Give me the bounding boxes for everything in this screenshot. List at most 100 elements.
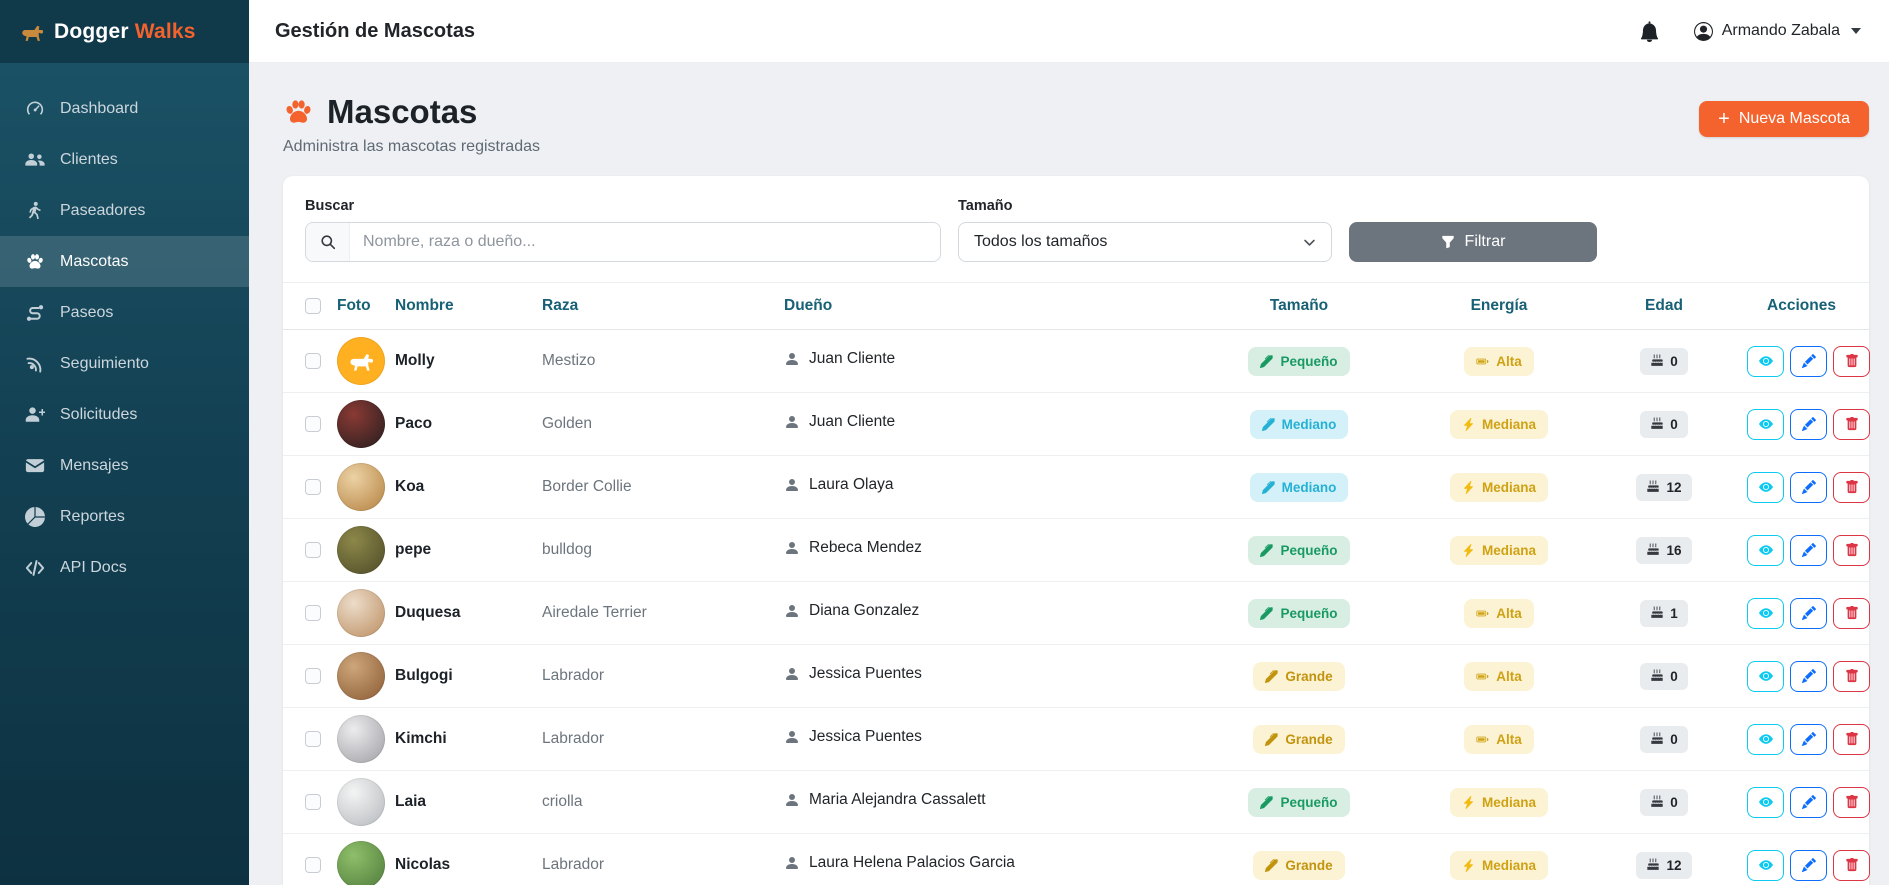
row-checkbox[interactable]	[305, 478, 321, 495]
pet-breed: Labrador	[542, 856, 605, 873]
row-actions	[1734, 455, 1870, 519]
row-actions	[1734, 770, 1870, 834]
cake-icon	[1650, 417, 1664, 431]
pencil-icon	[1801, 480, 1816, 494]
row-checkbox[interactable]	[305, 604, 321, 621]
row-checkbox[interactable]	[305, 667, 321, 684]
sidebar-item-solicitudes[interactable]: Solicitudes	[0, 389, 249, 440]
search-group	[305, 222, 941, 262]
sidebar-item-api-docs[interactable]: API Docs	[0, 542, 249, 593]
delete-button[interactable]	[1833, 471, 1870, 503]
view-button[interactable]	[1747, 723, 1784, 755]
cake-icon	[1646, 543, 1660, 557]
trash-icon	[1845, 480, 1859, 494]
battery-icon	[1476, 355, 1489, 368]
edit-button[interactable]	[1790, 471, 1827, 503]
pet-owner: Diana Gonzalez	[784, 602, 919, 620]
delete-button[interactable]	[1833, 534, 1870, 566]
new-pet-button[interactable]: + Nueva Mascota	[1699, 101, 1869, 137]
filter-button[interactable]: Filtrar	[1349, 222, 1597, 262]
sidebar-item-label: API Docs	[60, 558, 127, 576]
sidebar-item-paseadores[interactable]: Paseadores	[0, 185, 249, 236]
size-select[interactable]: Todos los tamaños	[958, 222, 1332, 262]
pet-avatar	[337, 463, 385, 511]
cake-icon	[1650, 795, 1664, 809]
row-actions	[1734, 644, 1870, 708]
search-input[interactable]	[350, 223, 940, 261]
edit-button[interactable]	[1790, 660, 1827, 692]
sidebar-item-dashboard[interactable]: Dashboard	[0, 83, 249, 134]
table-row: Duquesa Airedale Terrier Diana Gonzalez Peq…	[283, 581, 1870, 645]
sidebar-item-clientes[interactable]: Clientes	[0, 134, 249, 185]
trash-icon	[1845, 732, 1859, 746]
battery-icon	[1476, 607, 1489, 620]
column-header: Dueño	[774, 282, 1194, 330]
delete-button[interactable]	[1833, 849, 1870, 881]
main-area: Gestión de Mascotas Armando Zabala Masco…	[249, 0, 1889, 885]
funnel-icon	[1441, 235, 1455, 249]
dog-logo-icon	[20, 20, 44, 44]
sidebar-item-reportes[interactable]: Reportes	[0, 491, 249, 542]
pet-owner: Rebeca Mendez	[784, 539, 922, 557]
edit-button[interactable]	[1790, 723, 1827, 755]
size-badge: Mediano	[1249, 409, 1349, 439]
table-row: Koa Border Collie Laura Olaya Mediano Median…	[283, 455, 1870, 519]
edit-button[interactable]	[1790, 597, 1827, 629]
person-walking-icon	[24, 200, 45, 221]
pet-owner: Maria Alejandra Cassalett	[784, 791, 986, 809]
size-badge: Grande	[1253, 661, 1345, 691]
edit-button[interactable]	[1790, 849, 1827, 881]
delete-button[interactable]	[1833, 723, 1870, 755]
view-button[interactable]	[1747, 408, 1784, 440]
row-checkbox[interactable]	[305, 541, 321, 558]
pets-table: Foto Nombre Raza Dueño Tamaño Energía Edad Acci…	[283, 282, 1870, 885]
select-all-checkbox[interactable]	[305, 297, 321, 314]
row-checkbox[interactable]	[305, 856, 321, 873]
energy-badge: Mediana	[1449, 850, 1548, 880]
sidebar-item-label: Paseos	[60, 303, 114, 321]
view-button[interactable]	[1747, 849, 1784, 881]
sidebar-item-label: Paseadores	[60, 201, 146, 219]
view-button[interactable]	[1747, 597, 1784, 629]
row-checkbox[interactable]	[305, 793, 321, 810]
sidebar-item-label: Mensajes	[60, 456, 129, 474]
sidebar-item-seguimiento[interactable]: Seguimiento	[0, 338, 249, 389]
pet-avatar	[337, 337, 385, 385]
delete-button[interactable]	[1833, 597, 1870, 629]
row-checkbox[interactable]	[305, 730, 321, 747]
edit-button[interactable]	[1790, 534, 1827, 566]
view-button[interactable]	[1747, 345, 1784, 377]
eye-icon	[1758, 606, 1773, 620]
row-actions	[1734, 707, 1870, 771]
bell-icon[interactable]	[1639, 20, 1660, 42]
column-header: Raza	[532, 282, 774, 330]
cake-icon	[1646, 480, 1660, 494]
view-button[interactable]	[1747, 534, 1784, 566]
view-button[interactable]	[1747, 786, 1784, 818]
page-subtitle: Administra las mascotas registradas	[283, 138, 540, 155]
delete-button[interactable]	[1833, 408, 1870, 440]
view-button[interactable]	[1747, 471, 1784, 503]
trash-icon	[1845, 417, 1859, 431]
sidebar-item-paseos[interactable]: Paseos	[0, 287, 249, 338]
user-menu[interactable]: Armando Zabala	[1693, 21, 1861, 41]
energy-badge: Alta	[1464, 661, 1534, 691]
delete-button[interactable]	[1833, 345, 1870, 377]
edit-button[interactable]	[1790, 786, 1827, 818]
brand[interactable]: Dogger Walks	[0, 0, 249, 63]
row-checkbox[interactable]	[305, 352, 321, 369]
pet-avatar	[337, 400, 385, 448]
sidebar-item-mascotas[interactable]: Mascotas	[0, 236, 249, 287]
speedometer-icon	[24, 98, 45, 119]
pencil-icon	[1801, 606, 1816, 620]
delete-button[interactable]	[1833, 660, 1870, 692]
view-button[interactable]	[1747, 660, 1784, 692]
sidebar-nav: Dashboard Clientes Paseadores Mascotas Paseo…	[0, 63, 249, 593]
edit-button[interactable]	[1790, 408, 1827, 440]
row-checkbox[interactable]	[305, 415, 321, 432]
pencil-icon	[1801, 354, 1816, 368]
sidebar-item-mensajes[interactable]: Mensajes	[0, 440, 249, 491]
delete-button[interactable]	[1833, 786, 1870, 818]
edit-button[interactable]	[1790, 345, 1827, 377]
pet-breed: Golden	[542, 415, 592, 432]
